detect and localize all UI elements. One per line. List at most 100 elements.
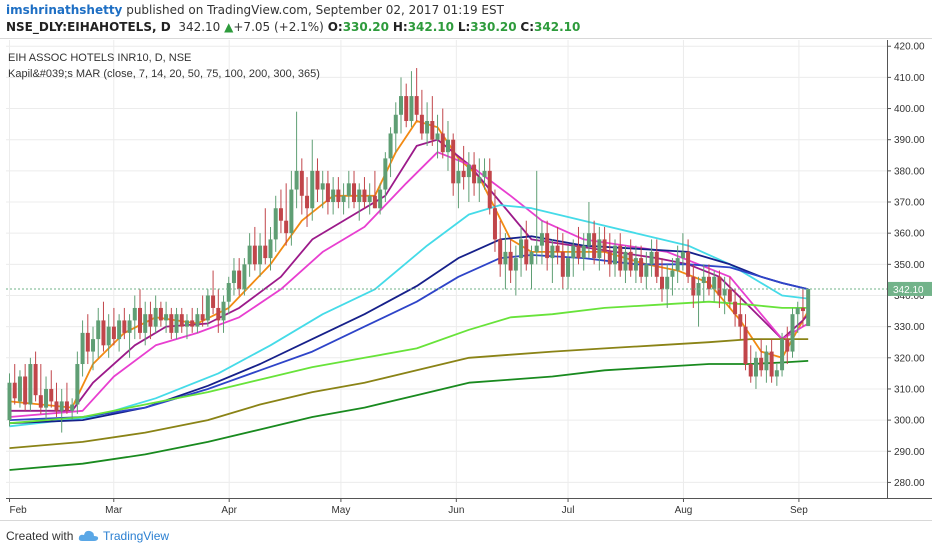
y-tick-label: 370.00	[894, 198, 925, 209]
candle	[675, 245, 680, 284]
indicator-legend: Kapil&#039;s MAR (close, 7, 14, 20, 50, …	[8, 68, 320, 80]
candle-body	[12, 382, 17, 399]
candle	[289, 170, 294, 246]
candle-body	[670, 270, 675, 277]
candle-body	[545, 233, 550, 259]
candle-body	[743, 326, 748, 365]
candle	[12, 364, 17, 405]
author-link[interactable]: imshrinathshetty	[6, 3, 123, 17]
candle-body	[430, 121, 435, 140]
candle	[477, 158, 482, 203]
candle	[545, 220, 550, 271]
candle-body	[195, 314, 200, 327]
candle-body	[592, 233, 597, 259]
y-tick-label: 330.00	[894, 322, 925, 333]
candle-body	[581, 245, 586, 259]
candle-body	[153, 307, 158, 327]
candle	[806, 288, 811, 327]
candle-body	[378, 189, 383, 209]
candle-body	[226, 283, 231, 302]
candle-body	[273, 208, 278, 240]
candle-body	[513, 258, 518, 271]
candle-body	[409, 96, 414, 122]
candle-body	[299, 170, 304, 196]
x-tick-label: Feb	[10, 505, 28, 516]
candle	[325, 170, 330, 215]
candle	[117, 314, 122, 352]
candle-body	[571, 245, 576, 259]
candle	[759, 339, 764, 377]
candle-body	[529, 251, 534, 265]
candle-body	[372, 195, 377, 209]
candle-body	[91, 339, 96, 352]
candle	[680, 233, 685, 271]
change-text: +7.05 (+2.1%)	[233, 20, 324, 34]
candle	[686, 239, 691, 284]
candle-body	[242, 264, 247, 290]
quote-line: NSE_DLY:EIHAHOTELS, D 342.10 ▲+7.05 (+2.…	[6, 20, 580, 34]
candle	[743, 314, 748, 371]
ma-line	[9, 360, 809, 471]
candle	[216, 289, 221, 333]
candle	[780, 332, 785, 377]
candle	[383, 152, 388, 203]
candle-body	[184, 320, 189, 327]
candle-body	[759, 357, 764, 371]
tradingview-brand-link[interactable]: TradingView	[103, 529, 170, 543]
candle	[49, 370, 54, 408]
candle-body	[117, 320, 122, 340]
candle	[576, 226, 581, 265]
candle-body	[566, 258, 571, 277]
candle-body	[675, 258, 680, 271]
candle-body	[336, 189, 341, 203]
candle	[44, 376, 49, 421]
candle	[138, 289, 142, 340]
candle	[571, 239, 576, 277]
candle	[706, 264, 711, 296]
candle-body	[769, 351, 774, 377]
price-chart[interactable]: 420.00 410.00 400.00 390.00 380.00 370.00 360.…	[0, 38, 932, 520]
candle-body	[346, 183, 351, 196]
candle	[70, 398, 75, 421]
candle-body	[278, 208, 283, 221]
candle-body	[383, 158, 388, 190]
candle	[122, 307, 127, 340]
candle	[205, 289, 210, 327]
candle	[461, 145, 466, 190]
candle	[320, 170, 325, 209]
candle	[362, 177, 367, 209]
candle	[278, 189, 283, 234]
y-tick-label: 410.00	[894, 73, 925, 84]
candle-body	[138, 307, 142, 333]
candle	[393, 102, 398, 153]
candle	[482, 158, 487, 190]
candle-body	[294, 170, 299, 190]
candle-body	[38, 395, 43, 408]
candle-body	[727, 289, 732, 302]
candle-body	[613, 245, 618, 265]
candle	[153, 295, 158, 333]
candle	[252, 226, 257, 271]
candle-body	[774, 370, 779, 377]
candle	[534, 170, 539, 265]
candle	[435, 114, 440, 159]
candle-body	[101, 320, 106, 346]
symbol-label: NSE_DLY:EIHAHOTELS, D	[6, 20, 171, 34]
candle	[456, 158, 461, 209]
high-label: H:	[392, 20, 408, 34]
low-value: 330.20	[470, 20, 517, 34]
candle	[305, 177, 310, 227]
candle	[23, 364, 28, 411]
candle	[96, 307, 101, 358]
close-label: C:	[520, 20, 535, 34]
candle-body	[310, 170, 315, 209]
candle	[581, 233, 586, 271]
chart-title: EIH ASSOC HOTELS INR10, D, NSE	[8, 52, 191, 64]
candle	[623, 245, 628, 284]
candle	[258, 233, 263, 277]
candle-body	[753, 357, 758, 377]
candle	[357, 183, 362, 221]
candle	[425, 102, 430, 146]
x-tick-label: Aug	[675, 505, 693, 516]
candle-body	[445, 139, 450, 153]
